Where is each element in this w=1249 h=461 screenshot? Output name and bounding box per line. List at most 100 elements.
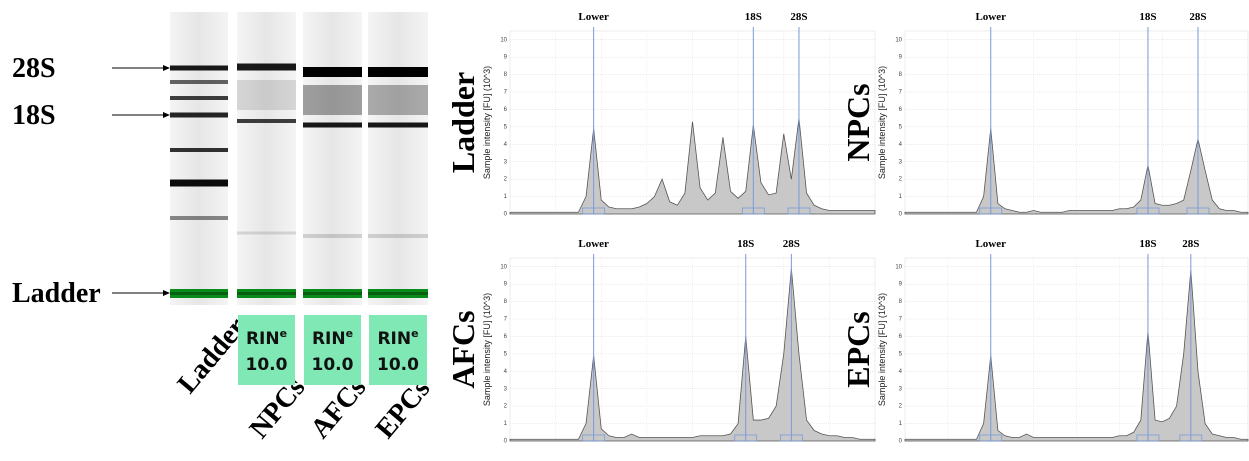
gel-band xyxy=(170,96,228,100)
y-tick-label: 10 xyxy=(895,37,902,43)
gel-band xyxy=(170,180,228,187)
y-tick-label: 7 xyxy=(504,317,508,323)
y-tick-label: 3 xyxy=(899,386,903,392)
rin-value: 10.0 xyxy=(246,355,288,375)
y-tick-label: 9 xyxy=(899,55,903,61)
y-tick-label: 1 xyxy=(504,194,508,200)
band-label: Ladder xyxy=(12,278,101,309)
y-tick-label: 5 xyxy=(899,124,903,130)
plot-area xyxy=(510,258,875,441)
y-tick-label: 8 xyxy=(504,72,508,78)
gel-band xyxy=(368,123,428,128)
y-tick-label: 4 xyxy=(899,369,903,375)
peak-label: Lower xyxy=(975,238,1006,250)
rin-text: RIN xyxy=(246,329,280,349)
arrow-head xyxy=(163,290,170,296)
rin-value: 10.0 xyxy=(312,355,354,375)
panel-title: Ladder xyxy=(445,72,481,173)
y-tick-label: 3 xyxy=(899,159,903,165)
band-label: 18S xyxy=(12,100,56,131)
y-axis-label: Sample intensity [FU] (10^3) xyxy=(877,66,887,179)
gel-band xyxy=(170,113,228,118)
gel-band xyxy=(170,148,228,152)
gel-lane xyxy=(368,12,428,305)
y-axis-label: Sample intensity [FU] (10^3) xyxy=(877,293,887,406)
rin-text: RIN xyxy=(312,329,346,349)
y-tick-label: 7 xyxy=(504,90,508,96)
y-tick-label: 0 xyxy=(899,439,903,445)
peak-label: 18S xyxy=(745,11,762,23)
arrow-head xyxy=(163,65,170,71)
rin-sup: e xyxy=(280,327,287,340)
marker-band-core xyxy=(368,292,428,295)
panel-title: AFCs xyxy=(445,310,481,388)
peak-label: Lower xyxy=(578,11,609,23)
gel-band xyxy=(170,80,228,84)
y-tick-label: 10 xyxy=(500,264,507,270)
peak-label: Lower xyxy=(578,238,609,250)
panel-title: NPCs xyxy=(840,83,876,161)
gel-lane xyxy=(237,12,296,305)
y-tick-label: 5 xyxy=(504,351,508,357)
y-tick-label: 1 xyxy=(504,421,508,427)
y-tick-label: 2 xyxy=(899,177,903,183)
peak-label: 18S xyxy=(737,238,754,250)
rin-text: RIN xyxy=(377,329,411,349)
gel-lane xyxy=(170,12,228,305)
peak-label: 28S xyxy=(1182,238,1199,250)
y-tick-label: 4 xyxy=(504,142,508,148)
y-tick-label: 6 xyxy=(899,334,903,340)
rin-sup: e xyxy=(411,327,418,340)
y-tick-label: 9 xyxy=(504,55,508,61)
peak-label: 18S xyxy=(1139,238,1156,250)
y-tick-label: 4 xyxy=(504,369,508,375)
y-axis-label: Sample intensity [FU] (10^3) xyxy=(482,293,492,406)
y-tick-label: 7 xyxy=(899,317,903,323)
peak-label: 18S xyxy=(1139,11,1156,23)
gel-band xyxy=(303,123,362,128)
gel-band xyxy=(368,67,428,77)
y-tick-label: 3 xyxy=(504,386,508,392)
y-tick-label: 2 xyxy=(504,177,508,183)
peak-label: 28S xyxy=(783,238,800,250)
gel-band xyxy=(368,85,428,115)
y-tick-label: 10 xyxy=(895,264,902,270)
y-tick-label: 1 xyxy=(899,194,903,200)
y-tick-label: 0 xyxy=(504,439,508,445)
gel-band xyxy=(237,119,296,123)
figure: 28S18SLadderLadderNPCsAFCsEPCsRINe10.0RI… xyxy=(0,0,1249,461)
y-tick-label: 9 xyxy=(504,282,508,288)
y-tick-label: 7 xyxy=(899,90,903,96)
peak-label: 28S xyxy=(1189,11,1206,23)
y-tick-label: 5 xyxy=(899,351,903,357)
marker-band-core xyxy=(170,292,228,295)
y-tick-label: 0 xyxy=(899,212,903,218)
gel-band xyxy=(368,234,428,238)
gel-band xyxy=(170,66,228,71)
y-tick-label: 3 xyxy=(504,159,508,165)
y-tick-label: 9 xyxy=(899,282,903,288)
gel-lane xyxy=(303,12,362,305)
y-tick-label: 8 xyxy=(504,299,508,305)
y-tick-label: 5 xyxy=(504,124,508,130)
gel-band xyxy=(237,80,296,110)
gel-band xyxy=(303,85,362,115)
y-tick-label: 2 xyxy=(899,404,903,410)
gel-band xyxy=(170,216,228,220)
y-tick-label: 6 xyxy=(504,334,508,340)
marker-band-core xyxy=(237,292,296,295)
y-tick-label: 0 xyxy=(504,212,508,218)
rin-value: 10.0 xyxy=(377,355,419,375)
gel-band xyxy=(303,67,362,77)
y-tick-label: 2 xyxy=(504,404,508,410)
y-tick-label: 4 xyxy=(899,142,903,148)
y-tick-label: 8 xyxy=(899,72,903,78)
y-tick-label: 1 xyxy=(899,421,903,427)
y-tick-label: 10 xyxy=(500,37,507,43)
gel-band xyxy=(237,64,296,71)
panel-title: EPCs xyxy=(840,311,876,387)
gel-band xyxy=(303,234,362,238)
marker-band-core xyxy=(303,292,362,295)
peak-label: 28S xyxy=(790,11,807,23)
band-label: 28S xyxy=(12,53,56,84)
